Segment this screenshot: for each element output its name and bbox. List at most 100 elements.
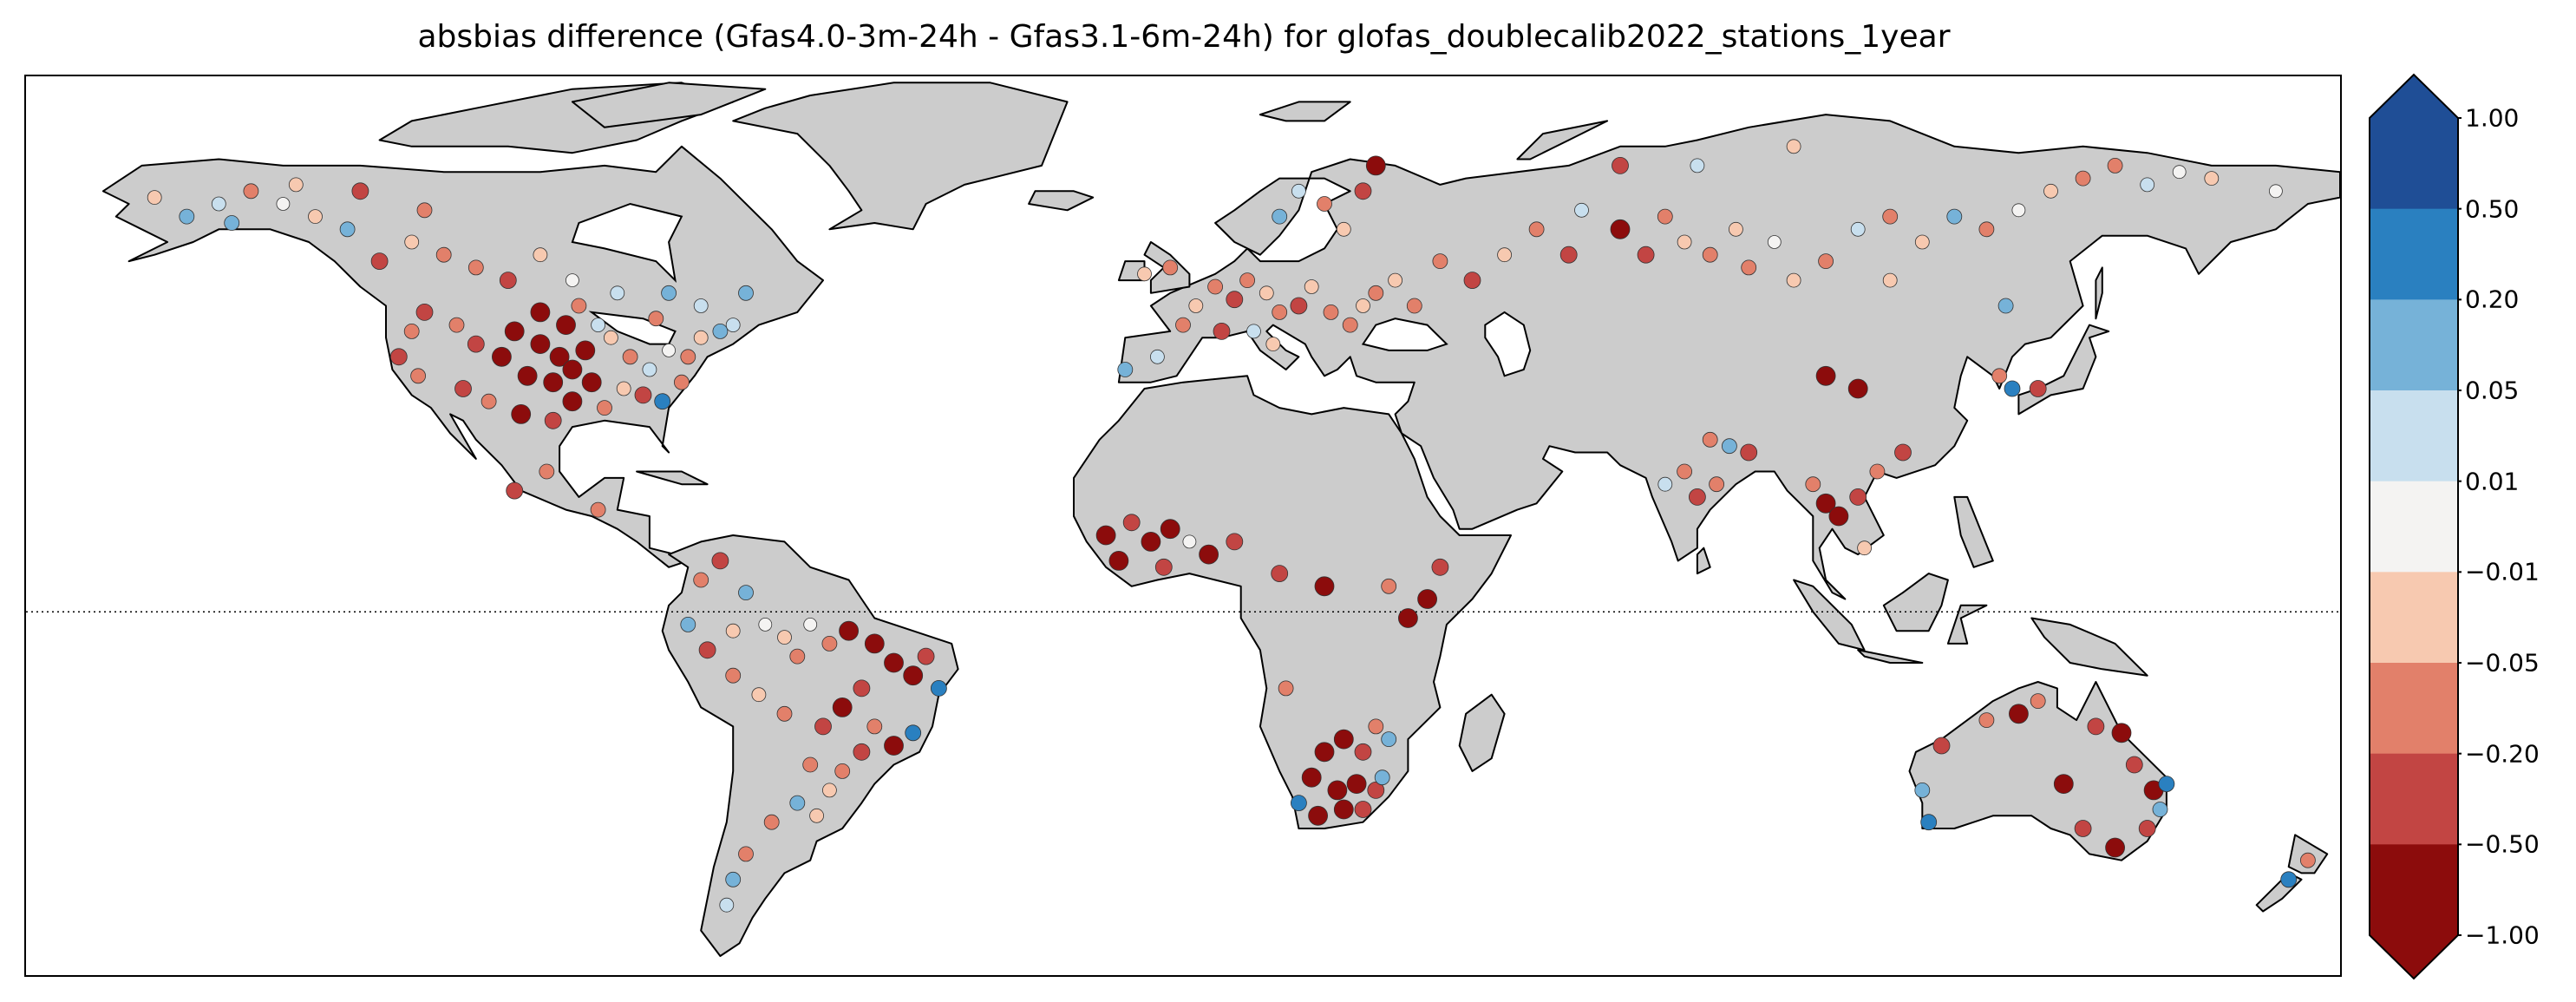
station-marker [802,756,819,773]
station-marker [822,783,837,798]
station-marker [1850,221,1866,237]
station-marker [492,346,512,367]
station-marker [575,340,596,361]
station-marker [905,724,922,742]
landmass-sri-lanka [1696,547,1711,575]
station-marker [211,196,226,212]
station-marker [1637,246,1655,264]
colorbar-segment [2370,118,2458,210]
colorbar-tick-label: 0.01 [2465,467,2520,496]
station-marker [481,393,497,409]
station-marker [1354,182,1372,200]
station-marker [814,717,832,736]
station-marker [1095,525,1116,546]
station-marker [719,897,735,913]
station-marker [1689,488,1706,506]
station-marker [562,391,583,412]
station-marker [776,705,793,722]
landmass-sulawesi [1946,604,1988,645]
water-black-sea [1361,318,1448,351]
station-marker [1368,285,1384,301]
station-marker [2125,756,2143,774]
station-marker [1722,438,1737,455]
station-marker [866,718,883,735]
water-hudson-bay [571,202,683,283]
station-marker [1199,544,1219,565]
station-marker [1432,253,1448,270]
station-marker [1356,298,1370,313]
station-marker [454,380,472,397]
station-marker [693,330,709,345]
station-marker [642,362,657,377]
station-marker [1226,533,1244,551]
station-marker [884,652,904,673]
station-marker [571,298,587,314]
station-marker [1920,814,1938,831]
station-marker [648,311,664,327]
station-marker [1815,493,1836,514]
station-marker [1740,443,1758,462]
water-caspian-sea [1484,311,1532,377]
station-marker [2280,871,2298,888]
colorbar-extend-min [2370,935,2458,979]
station-marker [416,202,433,219]
station-marker [1882,208,1899,225]
station-marker [1528,221,1545,238]
station-marker [1381,578,1397,594]
station-marker [410,368,427,384]
station-marker [725,318,741,333]
station-marker [543,372,564,393]
station-marker [1805,476,1821,493]
station-marker [2204,171,2220,186]
station-marker [556,315,576,336]
station-marker [725,871,742,887]
station-marker [1160,519,1180,540]
landmass-borneo [1882,573,1949,632]
station-marker [1786,139,1801,154]
station-marker [1374,770,1390,786]
station-marker [1612,157,1629,174]
station-marker [1150,349,1165,364]
colorbar-tick-label: −0.20 [2465,739,2540,769]
station-marker [821,636,838,652]
colorbar-segment [2370,481,2458,573]
station-marker [2053,774,2074,794]
landmass-svalbard [1259,101,1351,122]
station-marker [1417,589,1437,609]
station-marker [1932,737,1951,755]
station-marker [1849,488,1867,506]
station-marker [1847,378,1868,399]
station-marker [1327,780,1348,801]
station-marker [2087,717,2105,736]
station-marker [1657,208,1673,225]
station-marker [2111,723,2132,743]
station-marker [1365,155,1386,176]
station-marker [1137,266,1152,282]
station-marker [517,365,538,386]
station-marker [1559,246,1578,264]
station-marker [1272,208,1288,225]
station-marker [839,620,859,641]
station-marker [604,330,618,345]
landmass-greenland [732,82,1069,231]
station-marker [834,763,851,779]
landmass-java [1857,649,1924,664]
station-marker [712,323,729,339]
station-marker [2158,776,2175,792]
station-marker [1818,253,1834,270]
station-marker [562,359,583,380]
station-marker [1314,576,1335,597]
station-marker [1729,221,1743,237]
colorbar [2369,73,2462,980]
station-marker [549,346,570,367]
station-marker [1278,680,1294,697]
station-marker [1182,534,1197,549]
station-marker [276,197,291,211]
station-marker [2299,852,2316,868]
station-marker [1610,219,1631,239]
station-marker [467,259,484,276]
station-marker [661,285,677,301]
station-marker [758,618,773,632]
station-marker [2138,820,2156,837]
station-marker [179,208,195,225]
